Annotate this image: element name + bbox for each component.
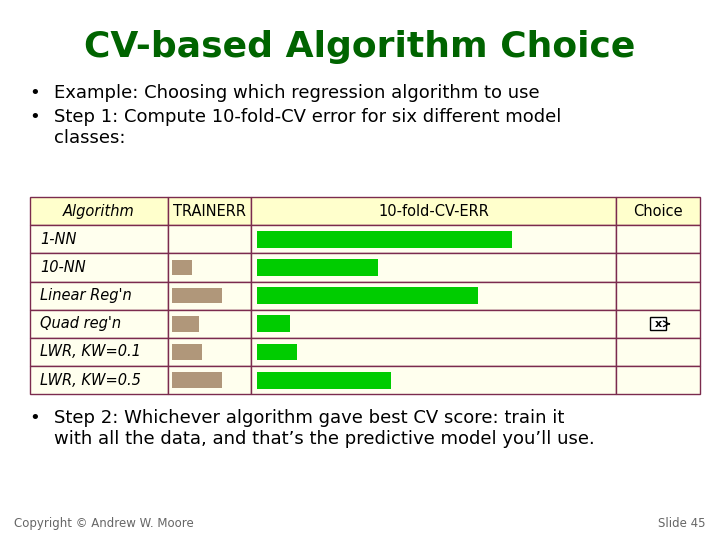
Text: Linear Reg'n: Linear Reg'n <box>40 288 132 303</box>
Bar <box>257 259 377 276</box>
Text: LWR, KW=0.1: LWR, KW=0.1 <box>40 345 140 360</box>
Bar <box>30 253 168 281</box>
Bar <box>257 287 478 304</box>
Text: LWR, KW=0.5: LWR, KW=0.5 <box>40 373 140 388</box>
Bar <box>171 344 202 360</box>
Bar <box>251 338 616 366</box>
Bar <box>171 260 192 275</box>
Bar <box>257 231 512 248</box>
Text: Copyright © Andrew W. Moore: Copyright © Andrew W. Moore <box>14 517 194 530</box>
Bar <box>616 366 700 394</box>
Bar <box>616 253 700 281</box>
Bar <box>30 281 168 310</box>
Bar <box>251 310 616 338</box>
Bar <box>257 343 297 360</box>
Bar <box>30 225 168 253</box>
Bar <box>168 225 251 253</box>
Text: •: • <box>30 108 40 126</box>
Text: Example: Choosing which regression algorithm to use: Example: Choosing which regression algor… <box>54 84 539 102</box>
Bar <box>168 338 251 366</box>
Text: Step 2: Whichever algorithm gave best CV score: train it
with all the data, and : Step 2: Whichever algorithm gave best CV… <box>54 409 595 448</box>
Bar <box>251 366 616 394</box>
Bar <box>168 310 251 338</box>
Text: Choice: Choice <box>633 204 683 219</box>
Bar <box>616 338 700 366</box>
Text: Algorithm: Algorithm <box>63 204 135 219</box>
Text: TRAINERR: TRAINERR <box>173 204 246 219</box>
Bar <box>251 225 616 253</box>
Bar <box>251 253 616 281</box>
Bar <box>171 373 222 388</box>
Text: 1-NN: 1-NN <box>40 232 76 247</box>
Bar <box>616 281 700 310</box>
Bar <box>616 310 700 338</box>
Bar <box>30 338 168 366</box>
Text: 10-NN: 10-NN <box>40 260 86 275</box>
Text: x: x <box>654 319 662 329</box>
Bar <box>168 197 251 225</box>
Text: Slide 45: Slide 45 <box>658 517 706 530</box>
Bar <box>251 197 616 225</box>
Text: •: • <box>30 409 40 427</box>
Bar <box>616 197 700 225</box>
Bar <box>171 316 199 332</box>
Bar <box>30 197 168 225</box>
Text: Quad reg'n: Quad reg'n <box>40 316 121 332</box>
Text: Step 1: Compute 10-fold-CV error for six different model
classes:: Step 1: Compute 10-fold-CV error for six… <box>54 108 562 147</box>
Text: •: • <box>30 84 40 102</box>
Bar <box>168 253 251 281</box>
Bar <box>30 366 168 394</box>
Text: 10-fold-CV-ERR: 10-fold-CV-ERR <box>378 204 489 219</box>
Bar <box>168 366 251 394</box>
Bar <box>616 225 700 253</box>
Bar <box>649 318 667 330</box>
Bar <box>171 288 222 303</box>
Bar <box>30 310 168 338</box>
Bar <box>168 281 251 310</box>
Bar <box>257 372 391 389</box>
Bar <box>251 281 616 310</box>
Text: CV-based Algorithm Choice: CV-based Algorithm Choice <box>84 30 636 64</box>
Bar <box>257 315 290 332</box>
